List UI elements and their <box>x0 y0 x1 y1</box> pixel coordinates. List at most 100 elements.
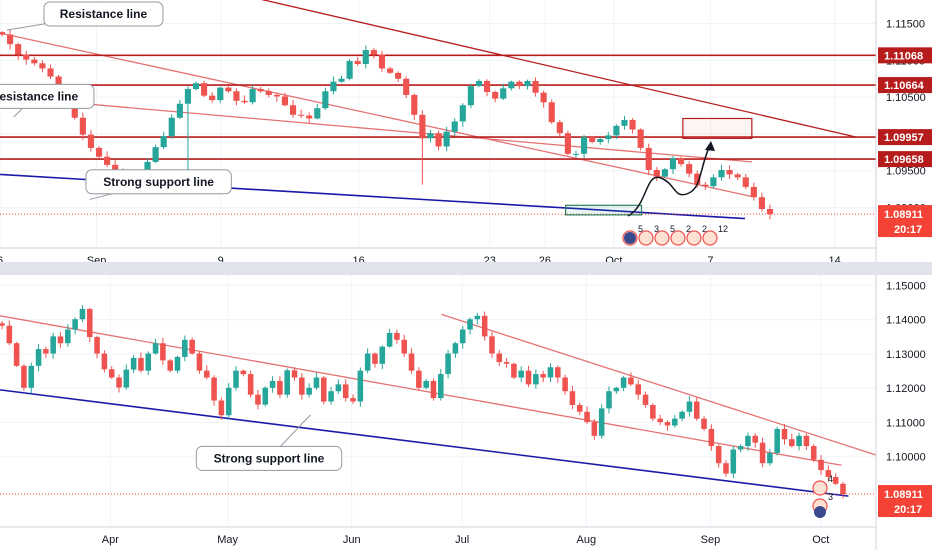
candle-body <box>598 408 605 436</box>
candle-up <box>467 83 474 109</box>
callout-label: Strong support line <box>214 451 325 465</box>
candle-body <box>306 115 313 119</box>
candle-body <box>47 68 54 77</box>
x-tick-label: Apr <box>102 534 119 546</box>
candle-body <box>645 147 652 170</box>
candle-body <box>31 59 38 64</box>
bottom-idea-markers: 43 <box>812 474 833 518</box>
candle-up <box>613 386 620 394</box>
candle-body <box>451 121 458 132</box>
candle-body <box>576 404 583 412</box>
y-tick-label: 1.09500 <box>886 166 926 178</box>
candle-up <box>284 368 290 398</box>
candle-body <box>262 387 269 405</box>
candle-down <box>167 358 173 373</box>
candle-up <box>269 376 276 393</box>
candle-body <box>540 374 546 378</box>
panel-separator[interactable] <box>0 262 932 275</box>
callout: Resistance line <box>0 83 95 118</box>
candle-body <box>438 374 444 399</box>
candle-down <box>401 334 407 357</box>
candle-down <box>79 112 86 140</box>
candle-up <box>330 76 337 95</box>
candle-body <box>500 88 507 99</box>
bottom-drawn-lines <box>0 313 877 497</box>
candle-down <box>23 50 30 65</box>
candle-down <box>201 80 208 98</box>
candle-body <box>580 136 588 154</box>
candle-body <box>364 353 371 371</box>
candle-down <box>758 192 765 212</box>
candle-body <box>269 380 276 388</box>
candle-body <box>65 329 71 344</box>
last-price-label: 1.08911 <box>884 209 923 221</box>
candle-down <box>306 112 313 123</box>
candle-body <box>532 80 539 93</box>
candle-down <box>116 374 122 393</box>
candle-body <box>430 380 437 399</box>
candle-body <box>686 401 693 412</box>
candle-down <box>354 56 361 66</box>
top-boxes <box>565 117 753 216</box>
candle-down <box>101 350 108 373</box>
y-tick-label: 1.11000 <box>886 417 925 429</box>
candle-down <box>525 365 532 387</box>
candle-down <box>255 389 261 410</box>
candle-down <box>15 42 22 60</box>
candle-body <box>395 72 402 79</box>
candle-down <box>657 414 663 425</box>
support-zone-box <box>565 204 643 216</box>
candle-body <box>759 442 766 464</box>
resistance-trendline <box>0 95 752 163</box>
candle-body <box>606 391 612 409</box>
candle-body <box>281 96 289 106</box>
candle-down <box>483 79 491 97</box>
candle-down <box>225 85 232 93</box>
candle-down <box>203 365 210 380</box>
candle-body <box>613 125 620 136</box>
candle-down <box>825 465 832 482</box>
candle-body <box>320 377 327 402</box>
candle-down <box>635 380 642 400</box>
candle-body <box>298 114 305 116</box>
candle-body <box>613 387 620 392</box>
candle-body <box>328 391 334 402</box>
candle-down <box>628 372 634 386</box>
callout: Strong support line <box>195 414 343 471</box>
bottom-price-scale: 1.15000 1.14000 1.13000 1.12000 1.11000 1.100… <box>886 280 926 463</box>
candle-down <box>496 350 503 366</box>
candle-up <box>620 376 627 392</box>
candle-down <box>342 379 349 402</box>
candle-body <box>152 343 159 354</box>
candle-down <box>726 165 733 180</box>
candle-up <box>28 362 35 394</box>
candle-body <box>597 139 604 143</box>
candle-body <box>86 308 93 338</box>
price-tag-bg <box>878 129 932 146</box>
candle-body <box>569 391 576 405</box>
candle-down <box>87 130 94 152</box>
candle-body <box>572 153 580 155</box>
candle-body <box>50 336 56 354</box>
bottom-x-axis: Apr May Jun Jul Aug Sep Oct <box>102 534 830 546</box>
candle-up <box>379 345 386 370</box>
top-candles <box>0 29 774 220</box>
top-gridlines <box>0 0 876 248</box>
candle-body <box>789 439 795 447</box>
candle-up <box>362 45 369 69</box>
callout-label: Resistance line <box>0 89 79 103</box>
candle-body <box>152 147 159 162</box>
candle-body <box>176 103 183 118</box>
candle-body <box>201 83 208 96</box>
candle-body <box>167 360 173 371</box>
candle-up <box>346 59 353 81</box>
candle-body <box>564 133 571 154</box>
price-tag-bg <box>878 77 932 94</box>
candle-up <box>423 378 429 390</box>
candle-body <box>79 308 86 320</box>
candle-down <box>394 329 400 344</box>
candle-body <box>483 80 491 92</box>
candle-body <box>766 208 774 215</box>
callout: Strong support line <box>85 169 232 200</box>
candle-body <box>87 134 94 148</box>
